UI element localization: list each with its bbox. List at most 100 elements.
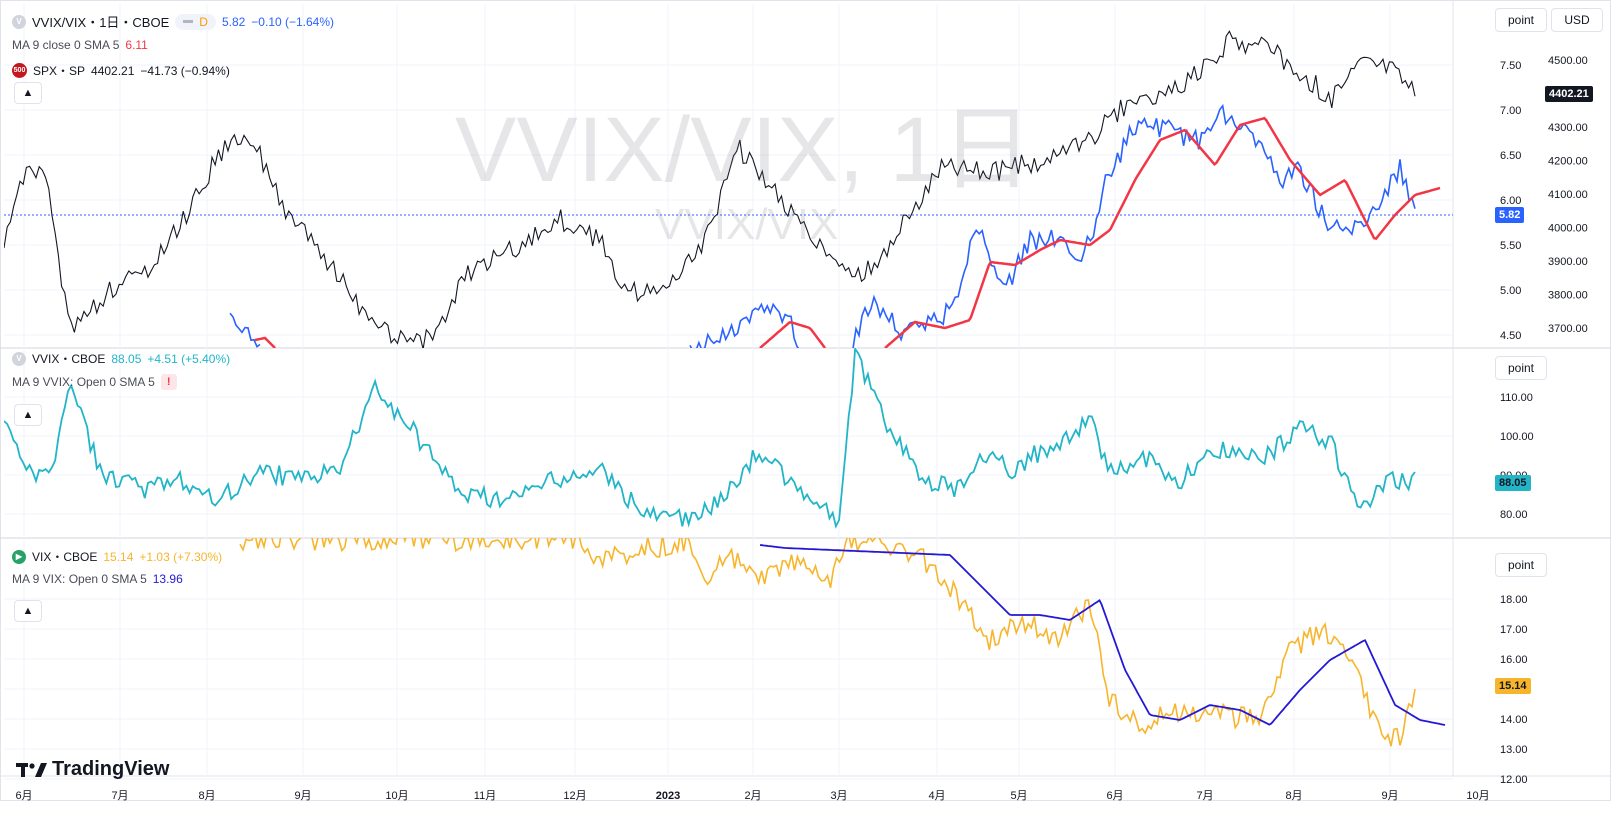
spx-line-segment — [229, 312, 261, 348]
time-axis-label: 9月 — [294, 790, 311, 802]
watermark-big: VVIX/VIX, 1日 — [455, 99, 1033, 201]
watermark-small: VVIX/VIX — [655, 200, 839, 249]
vix-ma-row: MA 9 VIX: Open 0 SMA 5 13.96 — [12, 572, 183, 586]
time-axis-label: 10月 — [1466, 790, 1489, 802]
spx-axis-label: 4500.00 — [1548, 55, 1588, 67]
vvix-axis-label: 110.00 — [1500, 392, 1533, 404]
spx-change: −41.73 (−0.94%) — [140, 63, 230, 78]
interval-letter: D — [199, 14, 208, 29]
vvix-axis-label: 100.00 — [1500, 431, 1534, 443]
currency-button[interactable]: USD — [1551, 8, 1603, 32]
ratio-ma-segment — [759, 321, 826, 348]
vvix-ma-row: MA 9 VVIX: Open 0 SMA 5 ! — [12, 374, 177, 390]
point-button-vvix[interactable]: point — [1495, 356, 1547, 380]
ratio-axis-label: 6.00 — [1500, 195, 1521, 207]
vix-axis-label: 17.00 — [1500, 624, 1528, 636]
vvix-logo-icon: V — [12, 351, 26, 366]
interval-badge[interactable]: D — [175, 13, 216, 30]
vix-ma-label[interactable]: MA 9 VIX: Open 0 SMA 5 — [12, 572, 147, 586]
spx-legend-row: 500 SPX・SP 4402.21 −41.73 (−0.94%) — [12, 62, 230, 79]
vix-axis-label: 14.00 — [1500, 714, 1528, 726]
time-axis-label: 2月 — [744, 790, 761, 802]
vix-ma-value: 13.96 — [152, 572, 183, 586]
time-axis-label: 12月 — [563, 790, 586, 802]
ratio-price-tag: 5.82 — [1495, 207, 1525, 223]
time-axis-label: 3月 — [830, 790, 847, 802]
vix-ma-line — [759, 544, 1446, 726]
collapse-vix-button[interactable]: ▲ — [14, 600, 42, 622]
series-lines — [4, 30, 1453, 747]
spx-axis-label: 3900.00 — [1548, 256, 1588, 268]
time-axis-label: 6月 — [15, 790, 32, 802]
vix-price-tag: 15.14 — [1495, 678, 1531, 694]
ratio-line — [4, 30, 1416, 348]
ratio-axis-label: 7.50 — [1500, 60, 1521, 72]
time-axis-label: 5月 — [1010, 790, 1027, 802]
point-button-vix[interactable]: point — [1495, 553, 1547, 577]
vix-line — [239, 538, 1416, 747]
time-axis-label: 7月 — [111, 790, 128, 802]
chevron-up-icon: ▲ — [22, 605, 34, 617]
time-axis-label: 10月 — [385, 790, 408, 802]
grid — [0, 0, 1611, 801]
ratio-axis-label: 6.50 — [1500, 150, 1521, 162]
vix-logo-icon: ▶ — [12, 549, 26, 564]
tradingview-mark-icon — [16, 762, 47, 777]
spx-axis-label: 3800.00 — [1548, 290, 1588, 302]
main-change: −0.10 (−1.64%) — [251, 14, 335, 29]
spx-logo-icon: 500 — [12, 63, 27, 78]
ratio-ma-line — [884, 116, 1441, 348]
axes: 6月 7月 8月 9月 10月 11月 12月 2023 2月 3月 4月 5月 6月 7月 8月 9月 10月… — [15, 55, 1587, 802]
vvix-symbol[interactable]: VVIX・CBOE — [32, 352, 106, 366]
main-legend-row: V VVIX/VIX・1日・CBOE D 5.82 −0.10 (−1.64%) — [12, 12, 334, 31]
chevron-up-icon: ▲ — [22, 87, 34, 99]
time-axis-label: 7月 — [1196, 790, 1213, 802]
time-axis-label: 6月 — [1106, 790, 1123, 802]
spx-axis-label: 4300.00 — [1548, 122, 1588, 134]
vix-value: 15.14 — [103, 549, 134, 564]
vix-change: +1.03 (+7.30%) — [139, 549, 223, 564]
spx-axis-label: 3700.00 — [1548, 323, 1588, 335]
vvix-value: 88.05 — [111, 351, 142, 366]
vvix-axis-label: 80.00 — [1500, 509, 1528, 521]
spx-price-tag: 4402.21 — [1545, 86, 1593, 102]
tradingview-logo[interactable]: TradingView — [16, 758, 169, 781]
time-axis-label: 8月 — [1285, 790, 1302, 802]
spx-axis-label: 4200.00 — [1548, 156, 1588, 168]
vix-axis-label: 16.00 — [1500, 654, 1528, 666]
symbol-logo-icon: V — [12, 14, 26, 29]
point-button-main[interactable]: point — [1495, 8, 1547, 32]
spx-value: 4402.21 — [91, 63, 135, 78]
ratio-axis-label: 5.50 — [1500, 240, 1521, 252]
spx-axis-label: 4000.00 — [1548, 223, 1588, 235]
vix-axis-label: 12.00 — [1500, 774, 1528, 786]
spx-axis-label: 4100.00 — [1548, 189, 1588, 201]
main-symbol[interactable]: VVIX/VIX・1日・CBOE — [32, 15, 170, 30]
main-ma-label[interactable]: MA 9 close 0 SMA 5 — [12, 38, 120, 52]
time-axis-label: 11月 — [474, 790, 496, 802]
main-value: 5.82 — [221, 14, 246, 29]
warning-icon[interactable]: ! — [160, 374, 177, 390]
collapse-vvix-button[interactable]: ▲ — [14, 404, 42, 426]
main-ma-value: 6.11 — [125, 38, 148, 52]
brand-name: TradingView — [52, 758, 170, 780]
ratio-axis-label: 4.50 — [1500, 330, 1521, 342]
vvix-change: +4.51 (+5.40%) — [147, 351, 231, 366]
spx-line-segment — [689, 302, 800, 348]
vix-symbol[interactable]: VIX・CBOE — [32, 550, 98, 564]
ratio-axis-label: 7.00 — [1500, 105, 1521, 117]
spx-label[interactable]: SPX・SP — [33, 64, 86, 78]
spx-line — [852, 103, 1416, 348]
vvix-line — [4, 348, 1416, 529]
vix-axis-label: 18.00 — [1500, 594, 1528, 606]
main-ma-row: MA 9 close 0 SMA 5 6.11 — [12, 38, 148, 52]
chevron-up-icon: ▲ — [22, 409, 34, 421]
vvix-ma-label[interactable]: MA 9 VVIX: Open 0 SMA 5 — [12, 375, 155, 389]
collapse-main-button[interactable]: ▲ — [14, 82, 42, 104]
ratio-axis-label: 5.00 — [1500, 285, 1521, 297]
vvix-legend-row: V VVIX・CBOE 88.05 +4.51 (+5.40%) — [12, 350, 230, 367]
dash-icon — [183, 20, 194, 23]
time-axis-label: 2023 — [656, 790, 680, 802]
vix-legend-row: ▶ VIX・CBOE 15.14 +1.03 (+7.30%) — [12, 548, 222, 565]
